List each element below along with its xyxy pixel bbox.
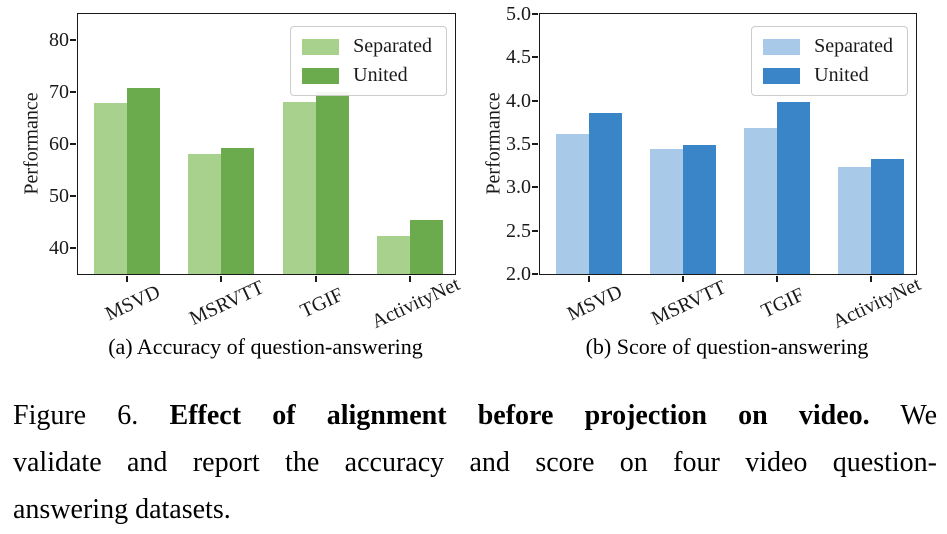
y-axis-label: Performance xyxy=(482,91,505,195)
bar-msrvtt-united xyxy=(683,144,716,274)
legend: Separated United xyxy=(751,26,908,96)
caption-line-1-suffix: We xyxy=(900,400,938,431)
y-tick xyxy=(532,13,538,15)
x-tick xyxy=(126,276,129,282)
legend-label: Separated xyxy=(814,35,893,57)
y-tick xyxy=(70,195,76,197)
y-tick-label: 80 xyxy=(49,29,69,51)
bar-tgif-united xyxy=(315,92,349,274)
x-tick-label: MSRVTT xyxy=(648,276,730,330)
y-tick-label: 70 xyxy=(49,81,69,103)
bar-msvd-united xyxy=(589,112,622,274)
bar-activitynet-separated xyxy=(376,235,410,274)
legend-color-swatch-united xyxy=(302,67,340,84)
y-tick-label: 2.0 xyxy=(506,263,531,285)
bar-tgif-united xyxy=(777,102,810,274)
bar-tgif-separated xyxy=(744,127,777,274)
subfigure-a-caption: (a) Accuracy of question-answering xyxy=(108,334,423,359)
y-tick-label: 40 xyxy=(49,237,69,259)
caption-bold-title: Effect of alignment before projection on… xyxy=(169,400,870,431)
figure-number: Figure 6. xyxy=(13,400,139,431)
y-axis-label-wrap-a: Performance xyxy=(12,13,52,273)
legend-label: United xyxy=(353,64,408,86)
y-tick-label: 4.5 xyxy=(506,46,531,69)
bar-msrvtt-separated xyxy=(650,149,683,274)
bar-tgif-separated xyxy=(282,101,316,274)
x-tick xyxy=(776,276,778,282)
legend: Separated United xyxy=(290,26,447,96)
x-tick xyxy=(588,276,590,282)
caption-line-1: Figure 6. Effect of alignment before pro… xyxy=(13,392,937,439)
y-tick xyxy=(532,186,538,189)
bar-activitynet-united xyxy=(871,158,904,274)
bar-activitynet-separated xyxy=(838,166,871,274)
y-tick xyxy=(532,229,538,232)
y-tick-label: 50 xyxy=(49,185,69,207)
caption-line-2: validate and report the accuracy and sco… xyxy=(13,447,937,478)
legend-label: Separated xyxy=(353,35,432,57)
y-tick-label: 4.0 xyxy=(506,89,531,112)
y-tick xyxy=(70,143,76,145)
x-tick-label: ActivityNet xyxy=(368,273,464,333)
bar-msrvtt-united xyxy=(221,148,255,274)
legend-item-united: United xyxy=(763,65,893,86)
legend-color-swatch-separated xyxy=(763,38,801,55)
x-tick-label: MSVD xyxy=(102,280,164,326)
x-tick-label: MSVD xyxy=(563,280,626,326)
x-tick-label: TGIF xyxy=(757,283,808,323)
chart-a-plot: 40 50 60 70 80 MSVD MSRVTT TGIF ActivityNet Separ… xyxy=(49,13,463,333)
caption-line-3: answering datasets. xyxy=(13,494,231,525)
legend-color-swatch-united xyxy=(763,67,801,84)
legend-color-swatch-separated xyxy=(302,38,340,55)
y-tick-label: 5.0 xyxy=(506,3,531,25)
y-tick xyxy=(532,143,538,145)
x-tick-label: MSRVTT xyxy=(186,276,268,330)
x-tick-label: TGIF xyxy=(296,283,347,323)
figure-caption: Figure 6. Effect of alignment before pro… xyxy=(13,392,937,533)
y-tick-label: 2.5 xyxy=(506,219,531,242)
y-tick-label: 60 xyxy=(49,133,69,155)
legend-item-united: United xyxy=(302,65,432,86)
y-tick-label: 3.5 xyxy=(506,133,531,155)
subfigure-b-caption: (b) Score of question-answering xyxy=(585,334,869,359)
y-tick xyxy=(70,39,76,41)
y-tick xyxy=(70,247,76,249)
legend-item-separated: Separated xyxy=(302,36,432,57)
y-tick-label: 3.0 xyxy=(506,176,531,199)
y-tick xyxy=(70,91,76,93)
chart-b-plot: 2.0 2.5 3.0 3.5 4.0 4.5 5.0 MSVD MSRVTT TGIF Activ… xyxy=(506,3,924,333)
bar-msrvtt-separated xyxy=(188,153,222,274)
y-axis-label: Performance xyxy=(20,91,43,195)
bar-msvd-separated xyxy=(94,102,128,274)
legend-label: United xyxy=(814,64,869,86)
y-tick xyxy=(532,99,538,102)
x-tick xyxy=(408,276,411,282)
bar-msvd-united xyxy=(127,88,161,274)
bar-activitynet-united xyxy=(409,220,443,274)
legend-item-separated: Separated xyxy=(763,36,893,57)
x-tick xyxy=(314,276,317,282)
x-tick xyxy=(220,276,223,282)
x-tick xyxy=(870,276,872,282)
x-tick xyxy=(682,276,684,282)
x-tick-label: ActivityNet xyxy=(829,273,925,333)
bar-msvd-separated xyxy=(556,133,589,274)
y-tick xyxy=(532,56,538,59)
y-tick xyxy=(532,273,538,275)
